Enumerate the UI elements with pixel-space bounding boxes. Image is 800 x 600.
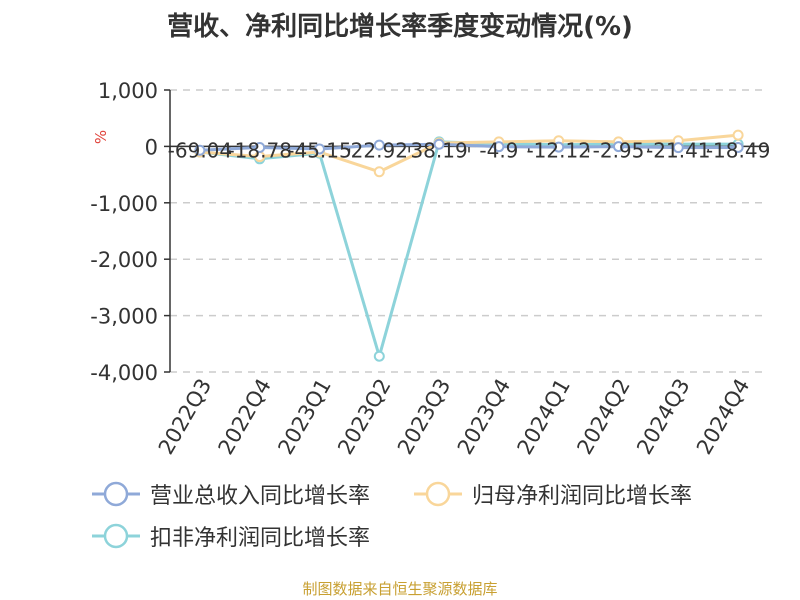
data-point [194, 144, 206, 156]
data-label: -69.04 [168, 138, 232, 162]
legend-label: 归母净利润同比增长率 [472, 484, 693, 509]
data-label: 38.19 [410, 138, 467, 162]
legend-item-deducted-profit[interactable]: 扣非净利润同比增长率 [90, 520, 370, 552]
y-tick-label: -2,000 [90, 248, 158, 272]
x-tick-label: 2024Q4 [692, 375, 754, 459]
x-tick-label: 2023Q4 [453, 375, 515, 459]
x-tick-label: 2024Q2 [572, 375, 634, 459]
data-label: -18.78 [227, 138, 291, 162]
x-tick-label: 2024Q3 [632, 375, 694, 459]
series-points [194, 129, 744, 362]
y-tick-label: 1,000 [98, 79, 158, 103]
series-line [199, 142, 739, 152]
series-lines [199, 133, 739, 358]
legend-item-net-profit[interactable]: 归母净利润同比增长率 [412, 478, 692, 510]
chart-title: 营收、净利同比增长率季度变动情况(%) [167, 12, 633, 42]
data-label: 22.92 [351, 138, 408, 162]
legend-swatch [92, 481, 140, 507]
data-label: -4.9 [479, 138, 518, 162]
y-tick-label: -1,000 [90, 192, 158, 216]
y-tick-label: -4,000 [90, 361, 158, 385]
series-line [199, 140, 739, 358]
legend-label: 营业总收入同比增长率 [150, 484, 371, 509]
data-point [373, 350, 385, 362]
legend-item-revenue[interactable]: 营业总收入同比增长率 [90, 478, 370, 510]
x-tick-label: 2022Q3 [154, 375, 216, 459]
x-tick-label: 2024Q1 [513, 375, 575, 459]
tick-labels: 1,000 0 -1,000 -2,000 -3,000 -4,0002022Q32022… [90, 79, 754, 459]
data-label: -18.49 [706, 138, 770, 162]
legend-label: 扣非净利润同比增长率 [150, 526, 371, 551]
data-point [732, 129, 744, 141]
data-label: -45.15 [287, 138, 351, 162]
grid-lines [170, 89, 768, 373]
y-tick-label: -3,000 [90, 305, 158, 329]
source-note: 制图数据来自恒生聚源数据库 [302, 580, 498, 598]
series-line [199, 133, 739, 174]
legend-swatch [92, 523, 140, 549]
data-point [672, 142, 684, 154]
x-tick-label: 2023Q3 [393, 374, 455, 458]
data-point [314, 143, 325, 155]
data-point [732, 141, 744, 153]
data-point [254, 141, 266, 153]
data-point [373, 139, 385, 151]
legend-swatch [414, 481, 462, 507]
data-point [553, 141, 565, 153]
data-label: -12.12 [526, 138, 590, 162]
axes [164, 89, 769, 373]
x-tick-label: 2022Q4 [214, 375, 276, 459]
data-point [373, 166, 385, 178]
data-label: -21.41 [646, 138, 710, 162]
x-tick-label: 2023Q2 [333, 375, 395, 459]
data-point [613, 141, 624, 153]
data-point [493, 141, 505, 153]
x-tick-label: 2023Q1 [273, 375, 335, 459]
data-point [433, 138, 445, 150]
y-tick-label: 0 [145, 135, 158, 159]
y-axis-label: % [92, 130, 110, 144]
data-label: -2.95 [593, 138, 645, 162]
